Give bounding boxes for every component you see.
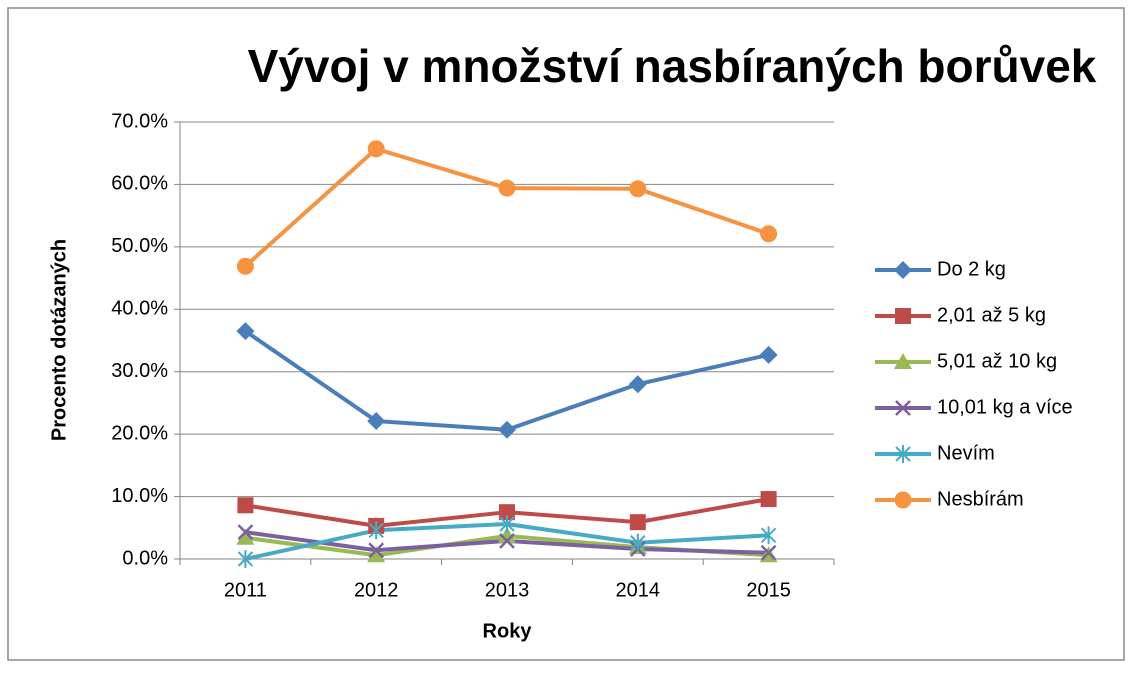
legend-label: 5,01 až 10 kg: [937, 350, 1057, 372]
marker: [367, 140, 385, 158]
y-tick-label: 30.0%: [111, 360, 168, 382]
marker: [760, 544, 777, 561]
marker: [499, 533, 515, 549]
marker: [498, 526, 516, 543]
legend-label: Nesbírám: [937, 488, 1024, 510]
marker: [367, 412, 386, 431]
marker: [237, 497, 254, 514]
y-tick-label: 50.0%: [111, 235, 168, 257]
marker: [628, 375, 647, 394]
marker: [895, 445, 911, 463]
x-tick-label: 2014: [616, 579, 661, 601]
x-axis-label: Roky: [483, 620, 533, 642]
x-tick-label: 2015: [746, 579, 791, 601]
y-tick-label: 60.0%: [111, 173, 168, 195]
legend-label: 2,01 až 5 kg: [937, 304, 1046, 326]
marker: [498, 420, 516, 439]
marker: [368, 542, 385, 559]
marker: [236, 257, 254, 275]
chart-border: [7, 7, 1125, 661]
marker: [236, 322, 255, 341]
marker: [629, 180, 647, 198]
y-tick-label: 70.0%: [111, 110, 168, 132]
marker: [237, 524, 254, 541]
x-tick-label: 2013: [485, 579, 530, 601]
marker: [760, 491, 777, 508]
marker: [368, 521, 384, 540]
y-tick-label: 10.0%: [111, 485, 168, 507]
y-tick-label: 20.0%: [111, 422, 168, 444]
marker: [236, 528, 255, 545]
legend-label: Nevím: [937, 442, 995, 464]
marker: [760, 526, 777, 545]
x-tick-label: 2011: [224, 579, 267, 601]
marker: [629, 514, 646, 531]
marker: [895, 308, 911, 324]
legend-label: 10,01 kg a více: [937, 396, 1073, 418]
marker: [499, 504, 515, 521]
x-tick-label: 2012: [354, 579, 399, 601]
marker: [894, 261, 912, 279]
legend-label: Do 2 kg: [937, 258, 1006, 280]
marker: [760, 225, 778, 243]
marker: [498, 179, 516, 197]
y-tick-label: 0.0%: [122, 547, 168, 569]
marker: [367, 546, 386, 563]
marker: [894, 353, 912, 369]
marker: [499, 515, 515, 534]
y-axis-label: Procento dotázaných: [48, 239, 70, 441]
marker: [894, 491, 912, 509]
marker: [630, 533, 646, 552]
chart-title: Vývoj v množství nasbíraných borůvek: [248, 40, 1097, 92]
y-tick-label: 40.0%: [111, 298, 168, 320]
marker: [759, 345, 778, 364]
marker: [895, 400, 911, 416]
marker: [237, 550, 254, 568]
